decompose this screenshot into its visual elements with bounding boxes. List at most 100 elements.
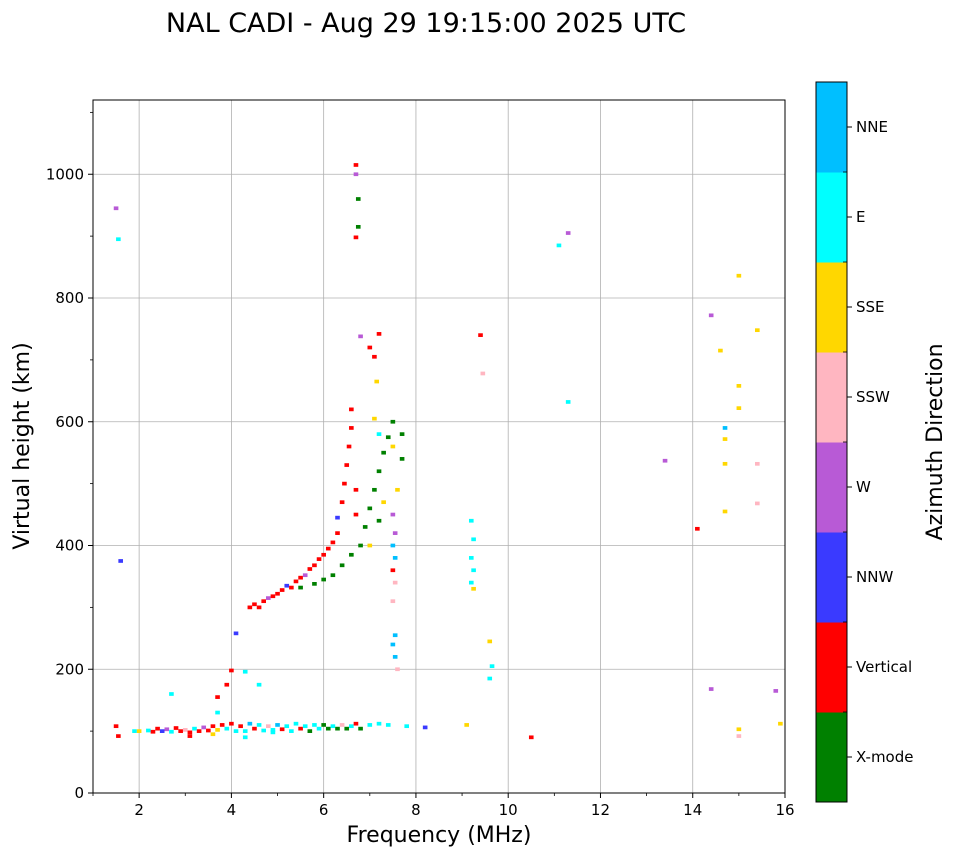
data-point [381,500,386,505]
colorbar-segment [816,532,847,623]
data-point [349,724,354,729]
colorbar-segment [816,352,847,443]
data-point [565,231,571,235]
data-point [736,727,742,732]
data-point [206,728,211,733]
data-point [390,419,396,424]
data-point [736,273,742,278]
data-point [293,721,299,726]
data-point [316,557,322,561]
data-point [358,726,363,731]
y-tick-label: 800 [55,289,84,307]
data-point [307,729,313,733]
data-point [390,568,396,573]
data-point [169,692,174,696]
data-point [376,469,382,474]
data-point [150,729,156,734]
colorbar-segment [816,262,847,353]
data-point [695,526,700,531]
data-point [118,559,123,563]
data-point [201,725,207,730]
data-point [722,426,728,430]
data-point [302,724,308,729]
data-point [298,575,303,580]
data-point [169,729,174,734]
data-point [392,556,398,560]
colorbar-label: Azimuth Direction [923,343,948,540]
data-point [353,512,359,517]
colorbar-tick-label: X-mode [856,748,913,766]
data-point [372,416,377,421]
data-point [261,599,266,604]
data-point [293,579,299,584]
data-point [233,729,239,733]
data-point [736,406,742,410]
data-point [270,728,276,732]
colorbar-frame [815,81,848,803]
data-point [256,605,262,610]
data-point [247,721,253,726]
data-point [464,723,469,727]
data-point [349,552,354,557]
data-point [224,682,230,687]
x-tick-label: 14 [683,801,702,819]
colorbar-tick-label: NNE [856,118,888,136]
data-point [390,599,396,604]
data-point [210,732,216,737]
data-point [392,633,398,638]
data-point [316,726,322,731]
colorbar-tick-label: SSE [856,298,885,316]
data-point [289,729,294,733]
data-point [178,729,183,733]
data-point [565,400,571,404]
data-point [392,655,398,659]
data-point [468,580,474,585]
data-point [155,726,160,731]
data-point [736,734,742,738]
chart-title: NAL CADI - Aug 29 19:15:00 2025 UTC [166,8,686,39]
data-point [662,458,668,463]
data-point [321,552,326,557]
data-point [256,682,262,687]
data-point [113,206,119,211]
data-point [722,509,728,514]
data-point [136,729,142,733]
data-point [755,328,760,333]
data-point [187,734,193,738]
data-point [270,594,276,599]
data-point [480,371,486,376]
data-point [376,432,382,436]
data-point [164,727,170,732]
data-point [778,721,783,726]
data-point [722,461,728,466]
y-axis-label: Virtual height (km) [10,342,35,549]
data-point [358,334,363,339]
data-point [210,724,216,729]
x-tick-label: 6 [319,801,329,819]
data-point [349,426,354,430]
data-point [367,506,373,511]
data-point [192,726,197,731]
data-point [266,596,271,600]
data-point [224,726,230,731]
data-point [339,723,345,727]
data-point [339,500,345,505]
data-point [372,354,377,359]
data-point [247,605,253,610]
data-point [395,487,400,492]
data-point [196,729,202,733]
data-point [374,379,380,384]
data-point [132,729,137,733]
data-point [399,457,405,461]
colorbar-tick-label: Vertical [856,658,912,676]
data-point [376,332,382,336]
data-point [335,726,340,731]
data-point [755,501,760,506]
x-axis-label: Frequency (MHz) [347,823,532,848]
y-tick-label: 0 [74,784,84,802]
y-tick-label: 400 [55,537,84,555]
data-point [335,531,340,535]
data-point [321,723,326,727]
data-point [330,573,336,578]
data-point [399,432,405,436]
